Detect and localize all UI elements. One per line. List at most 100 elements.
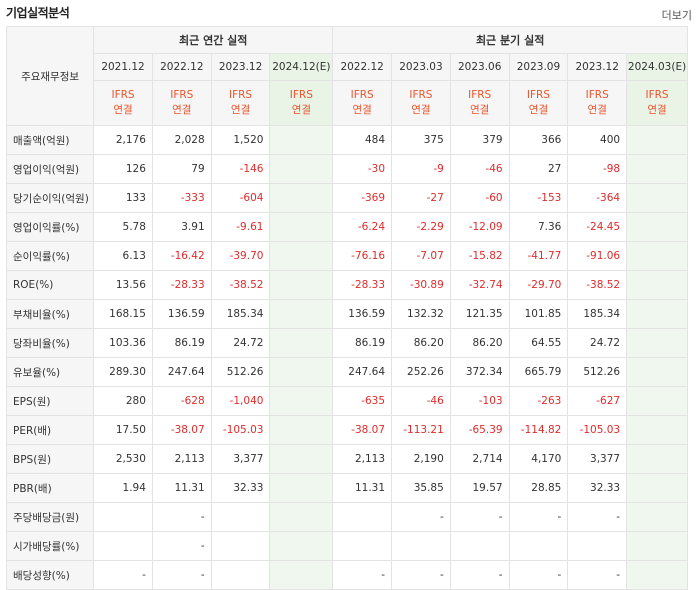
table-cell: 1,520 [210, 125, 271, 155]
row-label: ROE(%) [5, 270, 95, 300]
table-row: 영업이익률(%) 5.78 3.91 -9.61 -6.24 -2.29 -12.09 7.3… [5, 212, 688, 242]
table-cell: -9.61 [210, 212, 271, 242]
table-cell: 28.85 [508, 473, 569, 503]
table-cell [626, 154, 688, 184]
table-cell: - [151, 531, 212, 561]
row-label: 당좌비율(%) [5, 328, 95, 358]
table-cell: 136.59 [151, 299, 212, 329]
table-cell: - [567, 502, 628, 532]
more-link[interactable]: 더보기 [661, 9, 692, 22]
table-cell: 132.32 [391, 299, 451, 329]
ifrs-label: IFRS 연결 [567, 80, 628, 126]
table-cell [626, 560, 688, 590]
table-cell: 2,028 [151, 125, 212, 155]
table-cell [626, 357, 688, 387]
table-cell: -32.74 [449, 270, 510, 300]
table-cell: 27 [508, 154, 569, 184]
table-cell: 7.36 [508, 212, 569, 242]
table-cell [626, 444, 688, 474]
table-row: PBR(배) 1.94 11.31 32.33 11.31 35.85 19.57 28.85… [5, 473, 688, 503]
table-cell: 484 [332, 125, 393, 155]
table-cell [626, 299, 688, 329]
table-row: 유보율(%) 289.30 247.64 512.26 247.64 252.26 372.… [5, 357, 688, 387]
row-label: 매출액(억원) [5, 125, 95, 155]
row-label: 시가배당률(%) [5, 531, 95, 561]
quarter-header: 최근 분기 실적 [332, 26, 688, 54]
ifrs-label: IFRS 연결 [269, 80, 334, 126]
table-cell: -12.09 [449, 212, 510, 242]
row-label: EPS(원) [5, 386, 95, 416]
ifrs-standard: IFRS [409, 89, 433, 101]
table-cell: -39.70 [210, 241, 271, 271]
table-cell: 136.59 [332, 299, 393, 329]
ifrs-consolidated: 연결 [172, 104, 192, 116]
ifrs-consolidated: 연결 [470, 104, 490, 116]
table-cell: - [567, 560, 628, 590]
ifrs-consolidated: 연결 [528, 104, 549, 116]
ifrs-label: IFRS 연결 [391, 80, 451, 126]
ifrs-label: IFRS 연결 [151, 80, 212, 126]
table-cell: -369 [332, 183, 393, 213]
table-cell: -28.33 [332, 270, 393, 300]
table-cell: -29.70 [508, 270, 569, 300]
table-cell: -30.89 [391, 270, 451, 300]
period-header: 2023.03 [391, 53, 451, 81]
period-header: 2023.12 [567, 53, 628, 81]
table-cell: -98 [567, 154, 628, 184]
period-header: 2022.12 [332, 53, 393, 81]
table-cell: 2,714 [449, 444, 510, 474]
table-cell: -364 [567, 183, 628, 213]
ifrs-standard: IFRS [585, 89, 609, 101]
table-cell [269, 473, 334, 503]
table-row: 당기순이익(억원) 133 -333 -604 -369 -27 -60 -153 -364 [5, 183, 688, 213]
table-cell [269, 183, 334, 213]
table-cell: 86.20 [391, 328, 451, 358]
table-cell [626, 415, 688, 445]
table-cell: - [508, 560, 569, 590]
table-cell [269, 212, 334, 242]
table-cell [269, 154, 334, 184]
table-cell [269, 502, 334, 532]
table-cell: -2.29 [391, 212, 451, 242]
table-cell: 13.56 [93, 270, 153, 300]
table-cell: - [332, 560, 393, 590]
table-cell [93, 531, 153, 561]
table-cell [210, 531, 271, 561]
table-cell: -38.07 [151, 415, 212, 445]
table-cell: 185.34 [210, 299, 271, 329]
table-cell: -65.39 [449, 415, 510, 445]
row-label: 배당성향(%) [5, 560, 95, 590]
table-cell: 86.20 [449, 328, 510, 358]
period-header: 2024.12(E) [269, 53, 334, 81]
table-cell [269, 560, 334, 590]
table-cell: 101.85 [508, 299, 569, 329]
table-cell [567, 531, 628, 561]
table-cell: 1.94 [93, 473, 153, 503]
row-label: 부채비율(%) [5, 299, 95, 329]
table-cell: 280 [93, 386, 153, 416]
table-cell [508, 531, 569, 561]
table-row: 배당성향(%) - - - - - - - [5, 560, 688, 590]
ifrs-standard: IFRS [170, 89, 194, 101]
table-cell: -7.07 [391, 241, 451, 271]
annual-header: 최근 연간 실적 [93, 26, 334, 54]
table-cell: 247.64 [332, 357, 393, 387]
table-cell [210, 502, 271, 532]
table-cell: -628 [151, 386, 212, 416]
table-cell [391, 531, 451, 561]
row-label: 영업이익(억원) [5, 154, 95, 184]
table-cell: 168.15 [93, 299, 153, 329]
row-label: 주당배당금(원) [5, 502, 95, 532]
corner-label: 주요재무정보 [5, 26, 95, 126]
ifrs-label: IFRS 연결 [332, 80, 393, 126]
ifrs-standard: IFRS [526, 89, 550, 101]
table-cell: -105.03 [567, 415, 628, 445]
ifrs-consolidated: 연결 [291, 104, 312, 116]
table-cell: 3.91 [151, 212, 212, 242]
section-title: 기업실적분석 [6, 6, 70, 20]
table-cell: -41.77 [508, 241, 569, 271]
table-cell: 6.13 [93, 241, 153, 271]
table-cell: -27 [391, 183, 451, 213]
table-cell: 375 [391, 125, 451, 155]
row-label: BPS(원) [5, 444, 95, 474]
